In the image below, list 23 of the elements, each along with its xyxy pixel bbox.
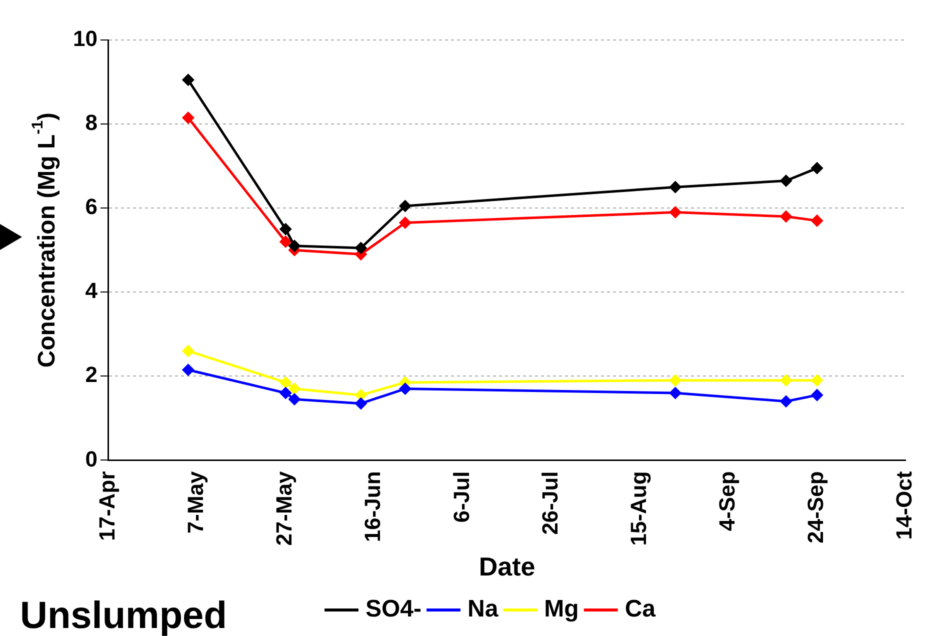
y-tick-label: 2	[85, 362, 98, 388]
x-tick-label: 15-Aug	[626, 471, 651, 546]
legend-label: Mg	[544, 596, 579, 623]
x-tick-label: 24-Sep	[803, 471, 828, 544]
x-tick-label: 7-May	[183, 470, 208, 534]
y-tick-label: 8	[85, 110, 98, 136]
text: Unslumped	[20, 595, 227, 636]
y-tick-label: 10	[72, 26, 98, 52]
legend-label: SO4-	[365, 596, 422, 623]
x-tick-label: 6-Jul	[448, 471, 474, 523]
y-tick-label: 6	[85, 194, 98, 220]
legend-label: Ca	[624, 596, 656, 623]
x-tick-label: 27-May	[272, 470, 297, 546]
x-tick-label: 4-Sep	[714, 471, 740, 532]
x-tick-label: 17-Apr	[94, 470, 120, 541]
x-tick-label: 16-Jun	[360, 471, 386, 542]
y-tick-label: 4	[85, 278, 98, 304]
y-axis-title: Concentration (Mg L-1)	[30, 112, 61, 368]
y-tick-label: 0	[85, 446, 98, 472]
legend-label: Na	[468, 596, 499, 623]
x-axis-title: Date	[478, 552, 536, 582]
x-tick-label: 26-Jul	[537, 471, 562, 535]
x-tick-label: 14-Oct	[892, 470, 917, 540]
